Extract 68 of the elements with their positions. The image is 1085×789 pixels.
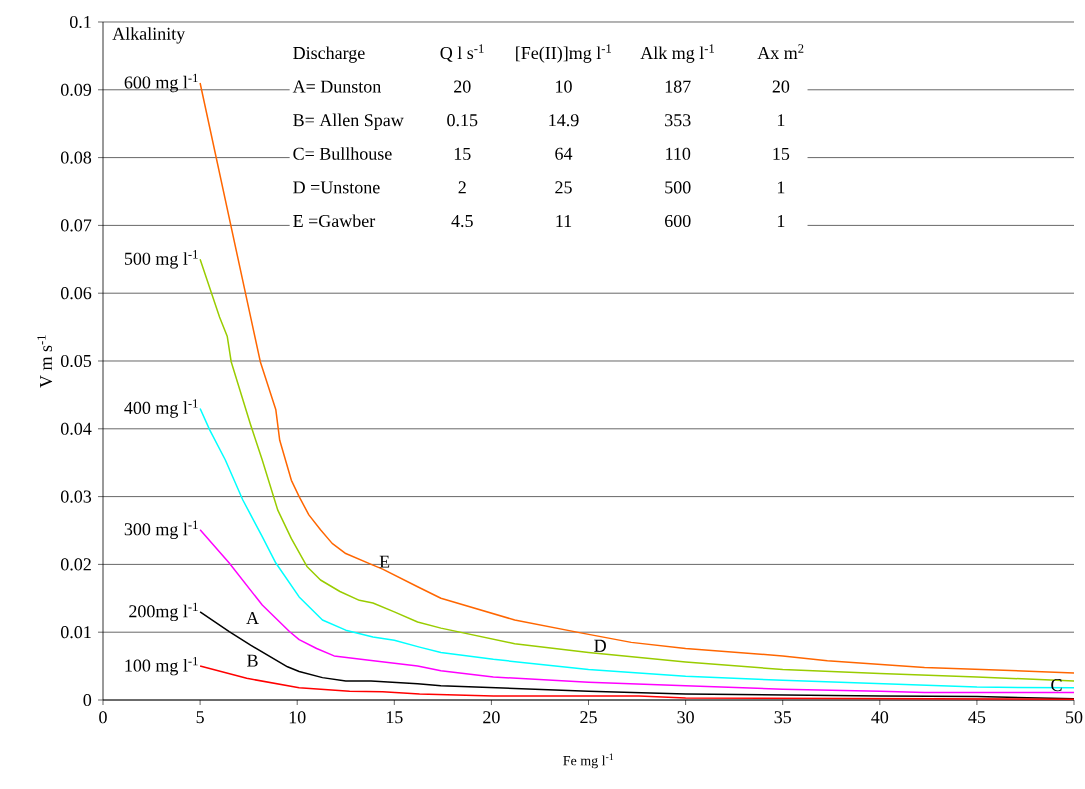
annotation: 0.15	[447, 114, 478, 127]
annotation: A= Dunston	[292, 80, 381, 93]
annotation: 64	[555, 147, 573, 160]
annotation: 11	[556, 214, 572, 227]
x-tick-label: 0	[99, 711, 107, 724]
annotation: A	[246, 612, 259, 624]
annotation: D	[594, 639, 606, 652]
annotation: 187	[665, 80, 691, 93]
annotation: 2	[458, 181, 466, 194]
series-label: 500 mg l$^{-1}$	[124, 250, 198, 269]
x-tick-label: 25	[580, 711, 597, 724]
annotation: 500	[665, 181, 691, 194]
y-axis-title: V m s$^{-1}$	[37, 335, 53, 388]
y-tick-label: 0.1	[69, 15, 91, 29]
y-tick-label: 0.05	[60, 354, 92, 368]
series-label: 300 mg l$^{-1}$	[124, 520, 198, 540]
annotation: 20	[772, 80, 790, 93]
y-tick-label: 0.02	[60, 558, 91, 571]
y-tick-label: 0.08	[60, 151, 92, 164]
annotation: E =Gawber	[293, 214, 376, 228]
annotation: 1	[777, 181, 785, 194]
annotation: 14.9	[549, 114, 579, 127]
y-tick-label: 0	[83, 693, 92, 707]
y-tick-label: 0.07	[60, 219, 92, 232]
annotation: [Fe(II)]mg l$^{-1}$	[516, 44, 611, 63]
annotation: 15	[773, 147, 790, 160]
series-label: 100 mg l$^{-1}$	[125, 656, 198, 676]
annotation: 110	[666, 147, 691, 160]
y-tick-label: 0.04	[60, 422, 92, 435]
x-tick-label: 5	[196, 711, 204, 724]
line-series	[199, 82, 1075, 674]
annotation: 353	[665, 114, 691, 127]
annotation: 4.5	[451, 215, 473, 228]
annotation: 10	[556, 80, 572, 93]
y-tick-label: 0.06	[60, 287, 92, 300]
x-tick-label: 30	[677, 711, 694, 724]
annotation: B= Allen Spaw	[293, 113, 404, 130]
annotation: E	[379, 555, 390, 568]
annotation: Ax m$^{2}$	[757, 44, 804, 59]
x-axis-title: Fe mg l$^{-1}$	[563, 753, 614, 769]
x-tick-label: 40	[871, 711, 889, 724]
x-tick-label: 35	[774, 711, 792, 724]
x-tick-label: 15	[386, 711, 403, 724]
x-tick-label: 10	[289, 711, 306, 724]
y-tick-label: 0.01	[60, 626, 91, 639]
line-series	[199, 529, 1075, 694]
line-series	[199, 665, 1075, 701]
annotation: Discharge	[293, 46, 365, 63]
annotation: 25	[555, 181, 572, 194]
annotation: 600	[665, 214, 691, 228]
x-tick-label: 20	[483, 711, 500, 724]
annotation: B	[247, 654, 258, 667]
x-tick-label: 50	[1066, 711, 1083, 724]
x-tick-label: 45	[968, 711, 986, 724]
annotation: 20	[454, 80, 471, 93]
annotation: 15	[454, 147, 471, 160]
y-tick-label: 0.09	[60, 83, 92, 96]
annotation: 1	[777, 214, 785, 227]
annotation: C= Bullhouse	[293, 147, 392, 160]
annotation: Q l s$^{-1}$	[440, 44, 484, 62]
series-label: 200mg l$^{-1}$	[129, 602, 198, 622]
y-tick-label: 0.03	[60, 490, 92, 503]
series-label: 600 mg l$^{-1}$	[124, 73, 198, 93]
legend-title: Alkalinity	[112, 27, 186, 44]
annotation: Alk mg l$^{-1}$	[640, 44, 714, 63]
series-label: 400 mg l$^{-1}$	[124, 399, 198, 418]
annotation: D =Unstone	[293, 181, 380, 194]
annotation: 1	[777, 114, 785, 127]
